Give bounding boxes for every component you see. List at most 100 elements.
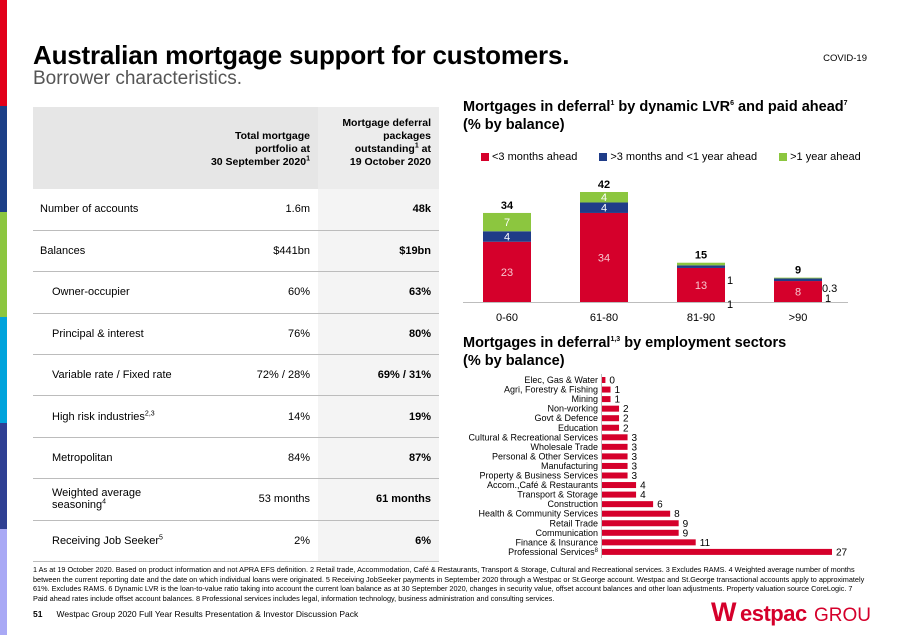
row-deferral-value: 87% — [318, 437, 439, 480]
sector-bar — [602, 434, 628, 441]
sidebar-stripe — [0, 423, 7, 530]
x-tick-label: >90 — [789, 312, 808, 324]
sector-bar — [602, 453, 628, 460]
sector-label: Manufacturing — [541, 461, 598, 471]
x-tick-label: 0-60 — [496, 312, 518, 324]
sector-label: Health & Community Services — [478, 509, 598, 519]
row-label: Balances — [33, 230, 203, 273]
footer-text: Westpac Group 2020 Full Year Results Pre… — [56, 609, 359, 619]
sector-bar — [602, 386, 611, 393]
table-row: High risk industries2,3 14% 19% — [33, 395, 439, 438]
sector-bar — [602, 377, 606, 383]
sector-value: 3 — [632, 442, 638, 453]
covid-tag: COVID-19 — [823, 53, 867, 64]
legend-item: <3 months ahead — [481, 151, 577, 163]
sector-value: 0 — [609, 376, 615, 387]
sector-label: Retail Trade — [549, 518, 598, 528]
sector-label: Education — [558, 423, 598, 433]
footnotes: 1 As at 19 October 2020. Based on produc… — [33, 565, 865, 603]
sector-label: Agri, Forestry & Fishing — [504, 385, 598, 395]
row-portfolio-value: 1.6m — [203, 189, 318, 231]
bar-label: 4 — [601, 192, 607, 204]
row-deferral-value: 69% / 31% — [318, 354, 439, 397]
row-portfolio-value: 60% — [203, 271, 318, 314]
logo-mark: W — [711, 598, 737, 626]
table-header: Total mortgage portfolio at 30 September… — [33, 107, 439, 189]
legend-item: >3 months and <1 year ahead — [599, 151, 757, 163]
chart2-title: Mortgages in deferral1,3 by employment s… — [463, 335, 787, 369]
footer: 51 Westpac Group 2020 Full Year Results P… — [33, 609, 358, 619]
sector-label: Finance & Insurance — [515, 537, 598, 547]
sector-label: Transport & Storage — [517, 490, 598, 500]
bar-label: 4 — [504, 232, 510, 244]
row-portfolio-value: 72% / 28% — [203, 354, 318, 397]
table-row: Metropolitan 84% 87% — [33, 437, 439, 480]
row-portfolio-value: 76% — [203, 313, 318, 356]
bar-total: 42 — [598, 179, 610, 191]
bar-segment — [580, 192, 628, 203]
page-number: 51 — [33, 609, 43, 619]
sector-label: Non-working — [547, 404, 598, 414]
sidebar-stripe — [0, 0, 7, 106]
sector-value: 3 — [632, 471, 638, 482]
table-row: Owner-occupier 60% 63% — [33, 271, 439, 314]
sector-bar — [602, 415, 620, 422]
sector-label: Govt & Defence — [534, 413, 598, 423]
row-portfolio-value: $441bn — [203, 230, 318, 273]
sector-bar — [602, 396, 611, 403]
bar-segment — [677, 262, 725, 266]
page-title: Australian mortgage support for customer… — [33, 40, 570, 70]
lvr-stacked-bar-chart: 2347340-6034444261-8013111581-90810.39>9… — [463, 179, 848, 324]
bar-segment — [677, 267, 725, 302]
legend-label: <3 months ahead — [492, 151, 578, 163]
row-deferral-value: $19bn — [318, 230, 439, 273]
sector-label: Mining — [571, 394, 598, 404]
row-deferral-value: 61 months — [318, 478, 439, 521]
legend-item: >1 year ahead — [779, 151, 861, 163]
sector-value: 3 — [632, 452, 638, 463]
sector-label: Cultural & Recreational Services — [468, 432, 598, 442]
row-label: High risk industries2,3 — [33, 395, 203, 438]
header-deferral-packages: Mortgage deferral packages outstanding1 … — [318, 107, 439, 189]
table-row: Variable rate / Fixed rate 72% / 28% 69% /… — [33, 354, 439, 397]
bar-label: 8 — [795, 287, 801, 299]
sidebar-stripe — [0, 317, 7, 424]
sector-bar — [602, 405, 620, 412]
x-tick-label: 81-90 — [687, 312, 715, 324]
bar-label: 1 — [825, 293, 831, 305]
bar-label: 4 — [601, 203, 607, 215]
row-deferral-value: 6% — [318, 520, 439, 563]
sector-value: 2 — [623, 414, 629, 425]
sector-bar — [602, 548, 832, 555]
row-portfolio-value: 53 months — [203, 478, 318, 521]
sector-value: 3 — [632, 461, 638, 472]
header-total-portfolio: Total mortgage portfolio at 30 September… — [203, 107, 318, 189]
sector-bar — [602, 472, 628, 479]
sector-bar — [602, 510, 671, 517]
borrower-table: Total mortgage portfolio at 30 September… — [33, 107, 439, 563]
bar-segment — [483, 231, 531, 242]
row-deferral-value: 19% — [318, 395, 439, 438]
sector-value: 2 — [623, 404, 629, 415]
bar-segment — [580, 202, 628, 213]
sector-label: Personal & Other Services — [492, 451, 599, 461]
bar-segment — [580, 212, 628, 302]
sector-label: Elec, Gas & Water — [524, 375, 598, 385]
bar-total: 34 — [501, 200, 514, 212]
sector-bar — [602, 482, 637, 489]
sector-value: 9 — [683, 519, 689, 530]
table-row: Principal & interest 76% 80% — [33, 313, 439, 356]
row-label: Principal & interest — [33, 313, 203, 356]
sector-bar — [602, 443, 628, 450]
row-label: Metropolitan — [33, 437, 203, 480]
sector-label: Communication — [535, 528, 598, 538]
sector-bar — [602, 539, 696, 546]
sector-value: 27 — [836, 547, 848, 558]
sector-value: 11 — [700, 538, 711, 549]
row-label: Receiving Job Seeker5 — [33, 520, 203, 563]
table-row: Weighted average seasoning4 53 months 61 m… — [33, 478, 439, 521]
row-portfolio-value: 2% — [203, 520, 318, 563]
sector-value: 4 — [640, 490, 646, 501]
sector-label: Professional Services8 — [508, 547, 599, 557]
x-tick-label: 61-80 — [590, 312, 618, 324]
